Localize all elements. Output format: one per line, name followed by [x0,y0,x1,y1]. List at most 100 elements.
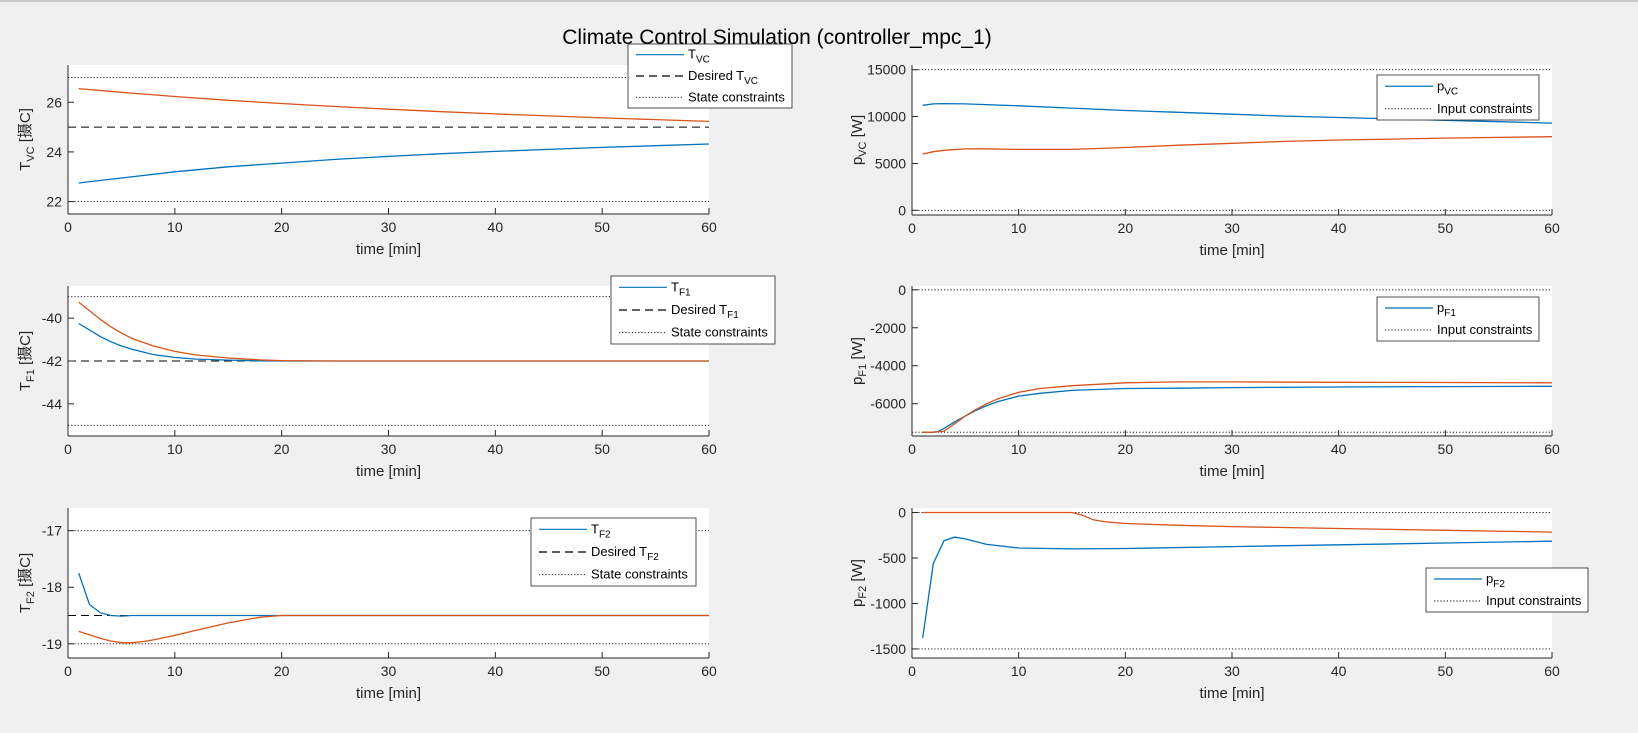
x-tick-label: 0 [64,441,72,457]
series-line-2 [78,301,709,362]
x-tick-label: 20 [274,219,290,235]
x-tick-label: 20 [1118,663,1134,679]
series-line-1 [922,385,1553,433]
y-axis-label: pF1 [W] [849,337,869,385]
x-tick-label: 30 [381,663,397,679]
x-tick-label: 10 [1011,663,1027,679]
legend: pF1 Input constraints [1376,296,1540,342]
x-tick-label: 10 [1011,220,1027,236]
y-axis-label: pVC [W] [849,115,869,165]
x-tick-label: 0 [64,663,72,679]
legend-label: Desired TF1 [671,302,739,321]
axes-layer: 0 10 20 30 40 50 60 22 24 26 time [min] TVC [摄C] TVC… [17,43,1589,702]
legend-label: pVC [1437,78,1458,97]
x-tick-label: 50 [1438,220,1454,236]
axes-T_F2: 0 10 20 30 40 50 60 -19 -18 -17 time [min] TF2 [摄C]… [17,508,717,702]
series-line-2 [78,87,710,123]
x-tick-label: 30 [1224,220,1240,236]
legend: pVC Input constraints [1376,74,1540,121]
legend: TVC Desired TVC State constraints [627,43,793,109]
y-axis-label: TF1 [摄C] [17,331,37,391]
x-tick-label: 40 [488,441,504,457]
y-tick-label: -40 [42,310,62,326]
legend-box [1376,296,1540,342]
y-axis-label: TF2 [摄C] [17,553,37,613]
y-tick-label: 24 [46,144,62,160]
legend-label: State constraints [591,567,688,582]
y-tick-label: -42 [42,353,62,369]
legend-label: Input constraints [1486,593,1582,608]
x-tick-label: 60 [1544,220,1560,236]
plot-area [68,65,709,214]
series-line-2 [922,381,1553,433]
legend-label: pF1 [1437,300,1456,319]
series-line-2 [922,511,1553,533]
series-line-2 [78,614,709,644]
series-line-1 [78,143,710,184]
y-tick-label: 22 [46,194,62,210]
legend-label: Desired TVC [688,68,758,87]
x-tick-label: 40 [1331,220,1347,236]
x-axis-label: time [min] [1199,242,1264,259]
legend-box [1376,74,1540,121]
y-tick-label: -44 [42,396,62,412]
x-tick-label: 10 [1011,441,1027,457]
y-tick-label: 5000 [875,155,906,171]
y-tick-label: -500 [878,550,906,566]
y-axis-label: TVC [摄C] [17,108,37,171]
y-tick-label: -1500 [870,641,906,657]
y-tick-label: 10000 [867,109,906,125]
y-tick-label: -6000 [870,396,906,412]
legend-label: TVC [688,47,710,66]
y-tick-label: 0 [898,202,906,218]
x-tick-label: 60 [1544,441,1560,457]
x-axis-label: time [min] [356,685,421,702]
x-tick-label: 0 [908,220,916,236]
x-tick-label: 40 [488,219,504,235]
y-tick-label: -17 [42,523,62,539]
y-tick-label: 26 [46,94,62,110]
x-tick-label: 20 [274,663,290,679]
x-tick-label: 60 [701,441,717,457]
y-axis-label: pF2 [W] [849,559,869,607]
y-tick-label: 15000 [867,62,906,78]
axes-T_F1: 0 10 20 30 40 50 60 -44 -42 -40 time [min] TF1 [摄C]… [17,275,776,480]
x-tick-label: 20 [274,441,290,457]
legend: TF1 Desired TF1 State constraints [610,275,776,345]
x-axis-label: time [min] [356,463,421,480]
axes-p_VC: 0 10 20 30 40 50 60 0 5000 10000 15000 time [min] pV… [849,62,1560,259]
x-tick-label: 50 [594,219,610,235]
x-tick-label: 50 [594,441,610,457]
x-tick-label: 10 [167,219,183,235]
legend: TF2 Desired TF2 State constraints [530,517,697,587]
x-tick-label: 0 [908,441,916,457]
x-tick-label: 60 [701,663,717,679]
x-tick-label: 20 [1118,441,1134,457]
legend-box [1425,567,1589,613]
window-top-border [0,0,1638,2]
series-line-2 [922,136,1553,155]
x-axis-label: time [min] [1199,685,1264,702]
y-tick-label: -2000 [870,320,906,336]
x-tick-label: 30 [1224,441,1240,457]
legend: pF2 Input constraints [1425,567,1589,613]
y-tick-label: -1000 [870,595,906,611]
x-tick-label: 30 [381,219,397,235]
x-tick-label: 30 [381,441,397,457]
x-axis-label: time [min] [1199,463,1264,480]
x-tick-label: 10 [167,441,183,457]
axes-p_F2: 0 10 20 30 40 50 60 -1500 -1000 -500 0 time [min] pF… [849,505,1589,702]
y-tick-label: -4000 [870,358,906,374]
x-tick-label: 40 [1331,663,1347,679]
legend-label: State constraints [688,89,785,104]
series-line-1 [922,536,1553,639]
x-axis-label: time [min] [356,241,421,258]
legend-label: TF1 [671,279,691,298]
y-tick-label: 0 [898,505,906,521]
axes-p_F1: 0 10 20 30 40 50 60 -6000 -4000 -2000 0 time [min] p… [849,282,1560,480]
x-tick-label: 40 [488,663,504,679]
x-tick-label: 60 [701,219,717,235]
legend-label: Desired TF2 [591,544,659,563]
x-tick-label: 60 [1544,663,1560,679]
